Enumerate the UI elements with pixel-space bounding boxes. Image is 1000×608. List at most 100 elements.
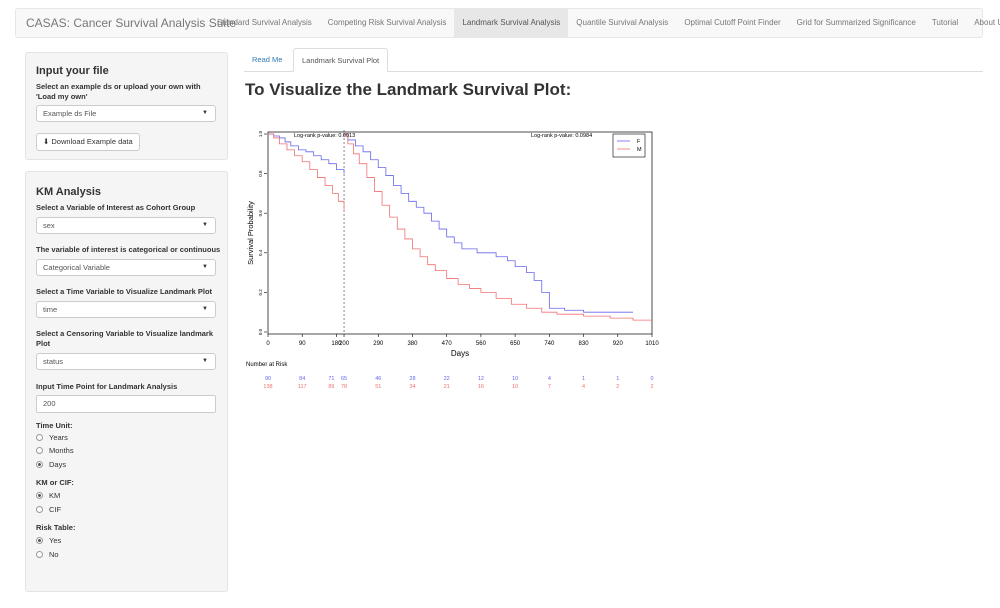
- y-tick-label: 0.8: [258, 170, 263, 177]
- variable-type-label: The variable of interest is categorical …: [36, 245, 221, 254]
- app-brand[interactable]: CASAS: Cancer Survival Analysis Suite: [26, 16, 237, 30]
- radio-km-button[interactable]: [36, 492, 43, 499]
- variable-type-value: Categorical Variable: [43, 263, 110, 272]
- download-example-label: Download Example data: [51, 137, 133, 146]
- y-tick-label: 0.6: [258, 210, 263, 217]
- example-ds-select[interactable]: Example ds File ▼: [36, 105, 216, 122]
- x-tick-label: 470: [442, 341, 453, 347]
- tab-landmark-survival-plot[interactable]: Landmark Survival Plot: [293, 48, 389, 72]
- km-curve-F-before-landmark: [268, 133, 345, 174]
- radio-years[interactable]: Years: [36, 432, 68, 443]
- risk-count-F: 71: [328, 376, 334, 382]
- radio-cif-label: CIF: [49, 505, 62, 514]
- radio-risk-no[interactable]: No: [36, 549, 59, 560]
- x-tick-label: 200: [339, 341, 350, 347]
- radio-months-button[interactable]: [36, 447, 43, 454]
- radio-cif[interactable]: CIF: [36, 504, 61, 515]
- cohort-group-value: sex: [43, 221, 55, 230]
- x-tick-label: 650: [510, 341, 521, 347]
- y-tick-label: 0.0: [258, 328, 263, 335]
- legend-label-M: M: [637, 147, 642, 153]
- y-axis-label: Survival Probability: [246, 201, 255, 265]
- download-example-button[interactable]: ⬇ Download Example data: [36, 133, 140, 151]
- nav-tutorial[interactable]: Tutorial: [931, 18, 959, 27]
- page-title: To Visualize the Landmark Survival Plot:: [245, 80, 572, 99]
- nav-landmark-survival[interactable]: Landmark Survival Analysis: [454, 9, 569, 37]
- radio-days[interactable]: Days: [36, 459, 66, 470]
- x-tick-label: 290: [373, 341, 384, 347]
- nav-optimal-cutoff[interactable]: Optimal Cutoff Point Finder: [684, 18, 781, 27]
- risk-table-title: Number at Risk: [246, 362, 288, 368]
- cohort-group-label: Select a Variable of Interest as Cohort …: [36, 203, 196, 212]
- example-select-label: Select an example ds or upload your own …: [36, 82, 201, 101]
- risk-count-F: 90: [265, 376, 271, 382]
- time-variable-value: time: [43, 305, 58, 314]
- km-curve-F-after-landmark: [344, 133, 633, 313]
- pvalue-before-landmark: Log-rank p-value: 0.0013: [294, 133, 355, 139]
- radio-risk-no-label: No: [49, 550, 59, 559]
- risk-count-F: 28: [409, 376, 415, 382]
- x-tick-label: 920: [613, 341, 624, 347]
- risk-count-F: 1: [616, 376, 619, 382]
- risk-count-M: 2: [616, 384, 619, 390]
- legend-label-F: F: [637, 139, 641, 145]
- radio-km[interactable]: KM: [36, 490, 60, 501]
- radio-risk-no-button[interactable]: [36, 551, 43, 558]
- landmark-time-input[interactable]: 200: [36, 395, 216, 413]
- radio-km-label: KM: [49, 491, 61, 500]
- input-panel-title: Input your file: [36, 65, 109, 77]
- risk-count-F: 0: [650, 376, 653, 382]
- radio-cif-button[interactable]: [36, 506, 43, 513]
- risk-count-M: 16: [478, 384, 484, 390]
- time-unit-label: Time Unit:: [36, 421, 73, 430]
- select-arrow-icon: ▼: [202, 222, 208, 228]
- x-tick-label: 560: [476, 341, 487, 347]
- radio-risk-yes[interactable]: Yes: [36, 535, 61, 546]
- risk-count-F: 4: [548, 376, 551, 382]
- radio-years-button[interactable]: [36, 434, 43, 441]
- km-cif-label: KM or CIF:: [36, 478, 74, 487]
- nav-about-us[interactable]: About Us ▼: [966, 9, 1000, 37]
- x-tick-label: 0: [266, 341, 270, 347]
- nav-standard-survival[interactable]: Standard Survival Analysis: [217, 18, 312, 27]
- km-curve-M-after-landmark: [344, 133, 652, 321]
- navbar: CASAS: Cancer Survival Analysis Suite St…: [15, 8, 1000, 38]
- plot-frame: [267, 131, 653, 335]
- nav-quantile-survival[interactable]: Quantile Survival Analysis: [576, 18, 669, 27]
- risk-count-M: 51: [375, 384, 381, 390]
- select-arrow-icon: ▼: [202, 110, 208, 116]
- landmark-time-label: Input Time Point for Landmark Analysis: [36, 382, 178, 391]
- x-tick-label: 1010: [645, 341, 659, 347]
- nav-about-us-label: About Us: [974, 18, 1000, 27]
- nav-competing-risk[interactable]: Competing Risk Survival Analysis: [327, 18, 447, 27]
- x-axis-label: Days: [451, 349, 469, 358]
- risk-count-F: 10: [512, 376, 518, 382]
- time-variable-select[interactable]: time ▼: [36, 301, 216, 318]
- time-variable-label: Select a Time Variable to Visualize Land…: [36, 287, 213, 296]
- risk-count-M: 10: [512, 384, 518, 390]
- radio-months[interactable]: Months: [36, 445, 74, 456]
- variable-type-select[interactable]: Categorical Variable ▼: [36, 259, 216, 276]
- risk-count-M: 117: [298, 384, 307, 390]
- radio-days-button[interactable]: [36, 461, 43, 468]
- radio-risk-yes-button[interactable]: [36, 537, 43, 544]
- risk-count-F: 84: [299, 376, 305, 382]
- cohort-group-select[interactable]: sex ▼: [36, 217, 216, 234]
- x-tick-label: 180: [331, 341, 342, 347]
- radio-days-label: Days: [49, 460, 67, 469]
- tab-read-me[interactable]: Read Me: [252, 55, 283, 64]
- km-panel-title: KM Analysis: [36, 186, 102, 198]
- nav-grid-significance[interactable]: Grid for Summarized Significance: [796, 18, 916, 27]
- radio-months-label: Months: [49, 446, 74, 455]
- y-tick-label: 0.2: [258, 289, 263, 296]
- risk-count-F: 22: [444, 376, 450, 382]
- risk-count-M: 34: [409, 384, 415, 390]
- radio-risk-yes-label: Yes: [49, 536, 62, 545]
- risk-count-M: 7: [548, 384, 551, 390]
- select-arrow-icon: ▼: [202, 264, 208, 270]
- risk-count-F: 12: [478, 376, 484, 382]
- radio-years-label: Years: [49, 433, 68, 442]
- y-tick-label: 0.4: [258, 249, 263, 256]
- censoring-variable-select[interactable]: status ▼: [36, 353, 216, 370]
- x-tick-label: 380: [407, 341, 418, 347]
